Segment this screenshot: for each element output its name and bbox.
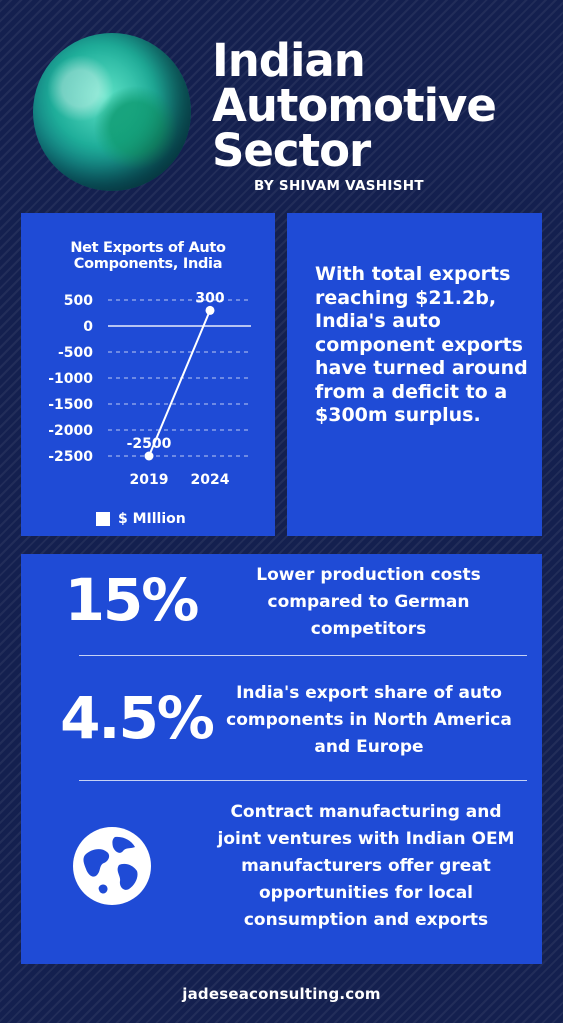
line-chart: 500 0 -500 -1000 -1500 -2000 -2500 2019 2024 -250… (48, 290, 251, 488)
stats-panel: 15% Lower production costs compared to G… (21, 554, 542, 964)
data-label: 300 (195, 290, 224, 306)
footer-website: jadeseaconsulting.com (182, 985, 381, 1003)
chart-title-line: Net Exports of Auto (70, 240, 226, 256)
y-tick-label: -1500 (48, 397, 93, 413)
data-label: -2500 (127, 436, 172, 452)
title-line: Automotive (212, 79, 497, 132)
data-point (144, 451, 154, 461)
stat-value-export-share: 4.5% (60, 684, 215, 752)
title-line: Indian (212, 34, 366, 87)
page-title: Indian Automotive Sector (212, 38, 557, 173)
title-line: Sector (212, 124, 371, 177)
stat-divider (79, 780, 527, 781)
legend-swatch (96, 512, 110, 526)
summary-text: With total exports reaching $21.2b, Indi… (315, 263, 528, 426)
earth-globe-image (33, 33, 191, 191)
chart-title-line: Components, India (73, 256, 223, 272)
y-tick-label: -2000 (48, 423, 93, 439)
stat-text-production-costs: Lower production costs compared to Germa… (256, 565, 481, 639)
summary-panel: With total exports reaching $21.2b, Indi… (287, 213, 542, 536)
x-tick-label: 2019 (130, 472, 169, 488)
y-tick-label: -1000 (48, 371, 93, 387)
chart-panel: Net Exports of Auto Components, India 50… (21, 213, 275, 536)
x-tick-label: 2024 (191, 472, 230, 488)
stat-text-opportunities: Contract manufacturing and joint venture… (217, 802, 515, 930)
stat-value-production-costs: 15% (64, 566, 200, 634)
globe-icon (73, 827, 151, 905)
y-tick-label: -500 (58, 345, 93, 361)
stat-text-export-share: India's export share of auto components … (226, 683, 512, 757)
y-tick-label: 0 (83, 319, 93, 335)
legend-label: $ MIllion (118, 511, 186, 527)
series-line (148, 310, 211, 457)
chart-title: Net Exports of Auto Components, India (21, 240, 275, 272)
y-tick-label: 500 (64, 293, 93, 309)
y-tick-label: -2500 (48, 449, 93, 465)
data-point (205, 305, 215, 315)
author-byline: BY SHIVAM VASHISHT (254, 178, 424, 194)
chart-legend: $ MIllion (96, 511, 186, 527)
stat-divider (79, 655, 527, 656)
